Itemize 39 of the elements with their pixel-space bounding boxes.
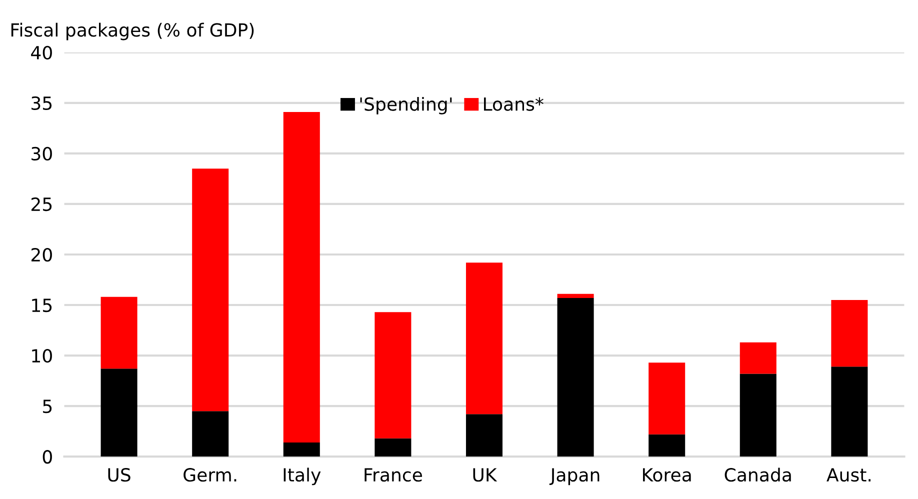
bar (100, 296, 138, 369)
bar (466, 262, 503, 414)
y-tick-label: 25 (31, 197, 52, 212)
bar (648, 362, 686, 434)
bar (374, 438, 412, 457)
x-tick-label: Korea (643, 468, 691, 482)
legend-label: 'Spending' (360, 96, 452, 114)
legend-label: Loans* (484, 97, 544, 111)
bar (557, 294, 594, 298)
bar (192, 411, 229, 457)
bar (283, 442, 320, 457)
bar (831, 300, 868, 367)
y-tick-label: 15 (32, 298, 52, 312)
y-tick-label: 40 (31, 46, 52, 60)
bar (100, 368, 138, 457)
x-tick-label: UK (473, 468, 498, 482)
bar (648, 434, 686, 457)
y-tick-label: 0 (42, 450, 52, 464)
x-tick-label: Canada (724, 468, 791, 482)
bar (192, 168, 229, 412)
y-tick-label: 5 (43, 400, 52, 414)
bar (740, 342, 776, 374)
y-axis-title: Fiscal packages (% of GDP) (11, 22, 254, 40)
y-tick-label: 30 (32, 146, 52, 161)
bar (466, 414, 503, 457)
y-tick-label: 20 (31, 248, 52, 262)
bar (557, 298, 594, 457)
x-tick-label: Italy (284, 468, 321, 486)
bar (831, 366, 868, 457)
bar (283, 112, 320, 442)
x-tick-label: France (364, 468, 422, 482)
x-tick-label: Germ. (184, 468, 236, 482)
x-tick-label: US (108, 468, 130, 482)
x-tick-label: Aust. (826, 468, 871, 482)
bar (740, 374, 776, 457)
y-tick-label: 35 (32, 96, 52, 110)
y-tick-label: 10 (32, 348, 52, 363)
bar (374, 312, 412, 438)
x-tick-label: Japan (549, 468, 600, 486)
